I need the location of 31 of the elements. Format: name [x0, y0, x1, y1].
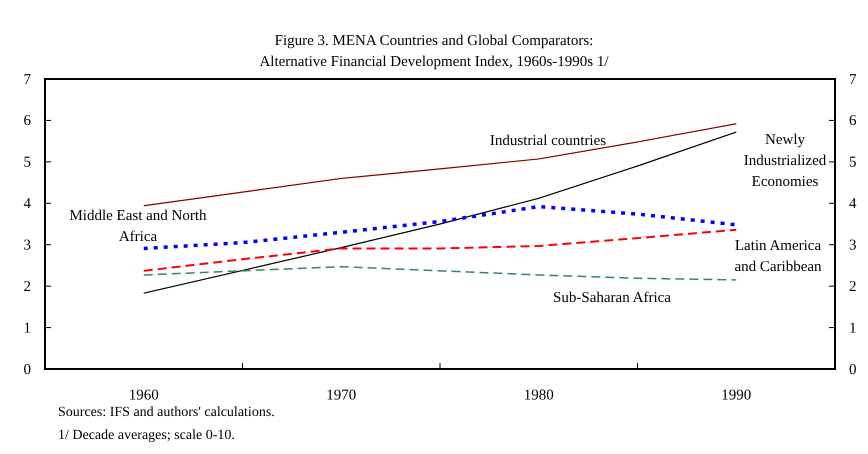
series-label: Newly Industrialized Economies [744, 132, 827, 190]
y2-tick-label: 5 [849, 154, 856, 171]
line-series [143, 266, 737, 281]
x-tick-label: 1980 [524, 388, 554, 404]
y2-tick-label: 3 [849, 238, 856, 254]
line-series [143, 123, 737, 206]
series-label: Middle East and North Africa [69, 208, 208, 245]
chart-title: Figure 3. MENA Countries and Global Comparators: [274, 33, 594, 49]
x-tick-label: 1970 [326, 388, 356, 404]
series-label: Sub-Saharan Africa [553, 290, 672, 306]
y-tick-label: 0 [24, 362, 31, 378]
y-tick-label: 4 [24, 196, 32, 212]
y2-tick-label: 7 [849, 72, 857, 88]
source-note: Sources: IFS and authors' calculations. [58, 405, 275, 420]
y2-tick-label: 2 [849, 278, 856, 295]
x-tick-label: 1990 [721, 388, 752, 404]
y2-tick-label: 4 [849, 196, 857, 212]
y-tick-label: 6 [24, 113, 32, 130]
y2-tick-label: 1 [849, 320, 856, 336]
y2-tick-label: 0 [849, 362, 856, 378]
x-tick-label: 1960 [128, 388, 159, 404]
y-tick-label: 7 [24, 72, 32, 88]
series-label: Latin America and Caribbean [734, 238, 822, 275]
y-tick-label: 1 [24, 320, 31, 336]
y-tick-label: 2 [24, 278, 31, 295]
series-label: Industrial countries [490, 133, 606, 149]
chart-subtitle: Alternative Financial Development Index, 1960s-1990s 1/ [259, 54, 610, 70]
y-tick-label: 5 [24, 154, 31, 171]
text: 1/ Decade averages; scale 0-10. [58, 428, 235, 443]
y2-tick-label: 6 [849, 113, 857, 130]
y-tick-label: 3 [24, 238, 31, 254]
